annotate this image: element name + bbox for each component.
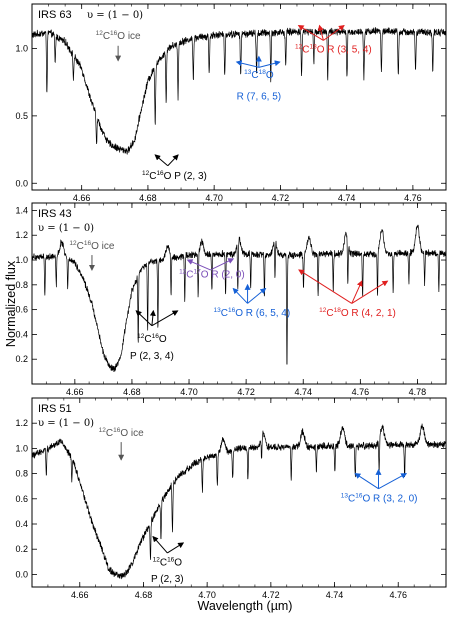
irs-43-panel-title: IRS 43: [38, 208, 72, 220]
irs-43-x-tick-label: 4.66: [66, 387, 84, 397]
irs-63-transition-label: υ = (1 − 0): [87, 10, 143, 21]
irs-43-12c16o-p-arrow: [151, 310, 179, 327]
irs-43-y-tick-label: 0.4: [15, 329, 28, 339]
irs-51-13c16o-arrow: [354, 473, 379, 490]
irs-63-12c16o-p-arrow: [154, 154, 169, 167]
irs-63-x-tick-label: 4.76: [404, 193, 422, 203]
irs-63-y-tick-label: 1.0: [15, 43, 28, 53]
irs-43-y-tick-label: 0.8: [15, 280, 28, 290]
irs-43-plot-frame: [31, 202, 447, 385]
irs-63-panel-title: IRS 63: [38, 9, 72, 21]
irs-51-ice-label: 12C16O ice: [99, 427, 144, 439]
irs-51-panel-title: IRS 51: [38, 403, 72, 415]
irs-63-12c18o-label: 12C18O R (3, 5, 4): [295, 44, 372, 56]
irs-51-12c16o-p-arrow: [167, 542, 185, 554]
irs-63-12c18o-arrow: [317, 24, 324, 41]
irs-51-x-tick-label: 4.76: [389, 590, 407, 600]
irs-63-y-tick-label: 0.5: [15, 111, 28, 121]
irs-63-x-tick-label: 4.68: [139, 193, 157, 203]
irs-51-transition-label: υ = (1 − 0): [38, 418, 94, 429]
irs-43-x-tick-label: 4.74: [294, 387, 312, 397]
irs-43-y-tick-label: 1.4: [15, 205, 28, 215]
irs-43-12c18o-arrow: [351, 280, 363, 304]
irs-63-x-tick-label: 4.66: [73, 193, 91, 203]
irs-51-x-tick-label: 4.74: [326, 590, 344, 600]
irs-63-13c18o-arrow: [235, 60, 259, 68]
irs-43-y-tick-label: 1.0: [15, 255, 28, 265]
irs-43-ice-label: 12C16O ice: [69, 240, 114, 252]
irs-43-13c16o-label: 13C16O R (6, 5, 4): [213, 307, 290, 319]
irs-63-y-tick-label: 0.0: [15, 178, 28, 188]
irs-63-12c18o-arrow: [297, 25, 324, 41]
irs-51-12c16o-p-arrow: [152, 535, 168, 554]
irs-43-x-tick-label: 4.68: [123, 387, 141, 397]
irs-63-13c18o-label: 13C18O: [244, 69, 274, 81]
irs-43-12c16o-p-label-line2: P (2, 3, 4): [130, 351, 174, 362]
irs-63-13c18o-arrow: [258, 60, 281, 68]
irs-43-12c17o-arrow: [186, 259, 211, 271]
irs-63-ice-label: 12C16O ice: [96, 30, 141, 42]
irs-51-x-tick-label: 4.68: [135, 590, 153, 600]
irs-63-plot-frame: [31, 3, 447, 191]
irs-43-13c16o-arrow: [232, 287, 248, 304]
irs-63-x-tick-label: 4.74: [338, 193, 356, 203]
irs-51-x-tick-label: 4.72: [262, 590, 280, 600]
irs-43-y-tick-label: 0.6: [15, 305, 28, 315]
irs-43-12c16o-p-arrow: [135, 310, 153, 327]
irs-51-y-tick-label: 1.0: [15, 443, 28, 453]
irs-43-x-tick-label: 4.72: [237, 387, 255, 397]
irs-43-12c16o-p-label: 12C16O: [137, 333, 167, 345]
irs-43-x-tick-label: 4.76: [352, 387, 370, 397]
irs-51-y-tick-label: 0.8: [15, 469, 28, 479]
irs-63-12c16o-p-label: 12C16O P (2, 3): [142, 170, 207, 182]
irs-51-12c16o-p-label-line2: P (2, 3): [151, 574, 184, 585]
irs-43-12c17o-arrow: [210, 258, 235, 271]
irs-43-12c16o-p-arrow: [149, 309, 156, 326]
irs-63-12c18o-arrow: [323, 24, 345, 41]
irs-43-y-tick-label: 0.2: [15, 354, 28, 364]
irs-51-x-tick-label: 4.66: [71, 590, 89, 600]
x-axis-title: Wavelength (µm): [198, 599, 293, 613]
panel-irs-51: 4.66 4.68 4.70 4.72 4.74 4.76 0.0 0.2 0.4 0.6 0.8 1…: [15, 397, 447, 600]
irs-43-13c16o-arrow: [247, 287, 267, 304]
irs-51-12c16o-p-label: 12C16O: [153, 557, 183, 569]
irs-43-x-tick-label: 4.78: [409, 387, 427, 397]
irs-51-y-tick-label: 0.2: [15, 544, 28, 554]
panel-irs-63: 4.66 4.68 4.70 4.72 4.74 4.76 0.0 0.5 1.0 IRS 63 υ…: [15, 3, 447, 203]
irs-63-13c18o-label-line2: R (7, 6, 5): [237, 92, 281, 103]
irs-51-13c16o-label: 13C16O R (3, 2, 0): [341, 492, 418, 504]
irs-51-y-tick-label: 0.6: [15, 494, 28, 504]
irs-51-y-tick-label: 0.0: [15, 569, 28, 579]
irs-51-13c16o-arrow: [378, 473, 408, 490]
irs-43-12c18o-arrow: [351, 280, 389, 304]
irs-63-12c16o-p-arrow: [167, 154, 179, 167]
irs-43-12c18o-arrow: [298, 269, 353, 304]
y-axis-title: Normalized flux: [4, 260, 18, 347]
irs-63-x-tick-label: 4.72: [272, 193, 290, 203]
irs-43-y-tick-label: 1.2: [15, 230, 28, 240]
irs-63-x-tick-label: 4.70: [205, 193, 223, 203]
irs-51-x-tick-label: 4.70: [198, 590, 216, 600]
irs-43-12c18o-label: 12C18O R (4, 2, 1): [319, 307, 396, 319]
irs-43-transition-label: υ = (1 − 0): [38, 223, 94, 234]
irs-43-x-tick-label: 4.70: [180, 387, 198, 397]
irs-43-spectrum-line: [32, 224, 446, 373]
panel-irs-43: 4.66 4.68 4.70 4.72 4.74 4.76 4.78 0.2 0.4 0.6 0.8…: [15, 202, 447, 397]
irs-51-y-tick-label: 1.2: [15, 418, 28, 428]
irs-63-spectrum-line: [32, 27, 446, 155]
irs-51-spectrum-line: [32, 423, 446, 580]
irs-51-y-tick-label: 0.4: [15, 519, 28, 529]
irs-43-12c17o-label: 12C17O R (2, 0): [179, 268, 245, 280]
